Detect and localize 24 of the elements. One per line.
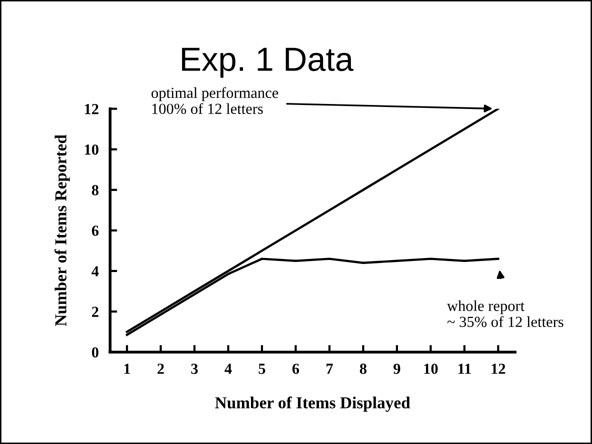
x-axis-title: Number of Items Displayed: [215, 396, 410, 412]
y-tick-label: 0: [92, 347, 98, 358]
x-tick-label: 12: [492, 364, 506, 374]
y-tick-label: 12: [84, 104, 98, 114]
chart-title: Exp. 1 Data: [182, 48, 354, 78]
annotation: whole report ~ 35% of 12 letters: [446, 300, 564, 328]
annotation: optimal performance 100% of 12 letters: [152, 87, 278, 114]
x-tick-label: 10: [424, 364, 438, 374]
x-tick-label: 6: [292, 364, 300, 374]
x-tick-label: 9: [394, 364, 400, 374]
x-tick-label: 1: [124, 364, 130, 374]
y-tick-label: 8: [92, 185, 98, 196]
y-tick-label: 2: [92, 306, 98, 317]
y-tick-label: 10: [84, 144, 98, 155]
x-tick-label: 5: [258, 364, 266, 374]
x-tick-label: 11: [458, 364, 471, 374]
x-tick-label: 3: [191, 364, 198, 374]
x-tick-label: 7: [326, 364, 333, 374]
y-axis-title: Number of Items Reported: [54, 134, 70, 326]
y-tick-label: 4: [92, 266, 99, 276]
x-tick-label: 2: [158, 364, 164, 374]
y-tick-label: 6: [92, 226, 99, 236]
x-tick-label: 8: [360, 364, 367, 374]
x-tick-label: 4: [224, 364, 232, 374]
